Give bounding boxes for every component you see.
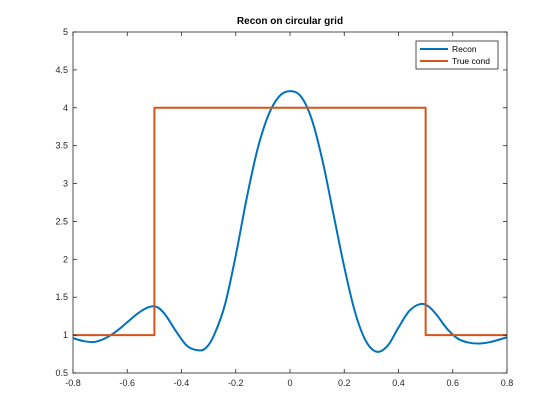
- plot-area: [73, 32, 507, 373]
- x-tick-label: -0.8: [65, 378, 81, 388]
- x-tick-label: -0.2: [228, 378, 244, 388]
- y-tick-label: 4.5: [55, 65, 68, 75]
- y-tick-label: 1: [63, 330, 68, 340]
- axes: -0.8 -0.6 -0.4 -0.2 0 0.2 0.4 0.6 0.8 0.5 1 1.5 2 2.5…: [55, 27, 513, 388]
- y-tick-label: 2: [63, 254, 68, 264]
- y-tick-label: 1.5: [55, 292, 68, 302]
- legend-box: [415, 40, 499, 70]
- plot-background: [73, 32, 507, 373]
- legend-label: True cond: [452, 56, 490, 66]
- legend: Recon True cond: [415, 40, 499, 70]
- x-tick-label: -0.4: [174, 378, 190, 388]
- x-tick-label: -0.6: [119, 378, 135, 388]
- x-tick-label: 0.2: [338, 378, 351, 388]
- x-tick-label: 0.8: [501, 378, 514, 388]
- y-tick-label: 3: [63, 179, 68, 189]
- y-tick-label: 0.5: [55, 368, 68, 378]
- chart-title: Recon on circular grid: [237, 16, 343, 27]
- y-tick-label: 5: [63, 27, 68, 37]
- x-tick-label: 0.4: [392, 378, 405, 388]
- series-line-true-cond: [73, 106, 507, 337]
- x-tick-label: 0: [287, 378, 292, 388]
- y-tick-label: 3.5: [55, 141, 68, 151]
- legend-label: Recon: [452, 44, 477, 54]
- x-tick-label: 0.6: [446, 378, 459, 388]
- y-tick-label: 4: [63, 103, 68, 113]
- y-tick-label: 2.5: [55, 216, 68, 226]
- series-line-recon: [73, 90, 507, 353]
